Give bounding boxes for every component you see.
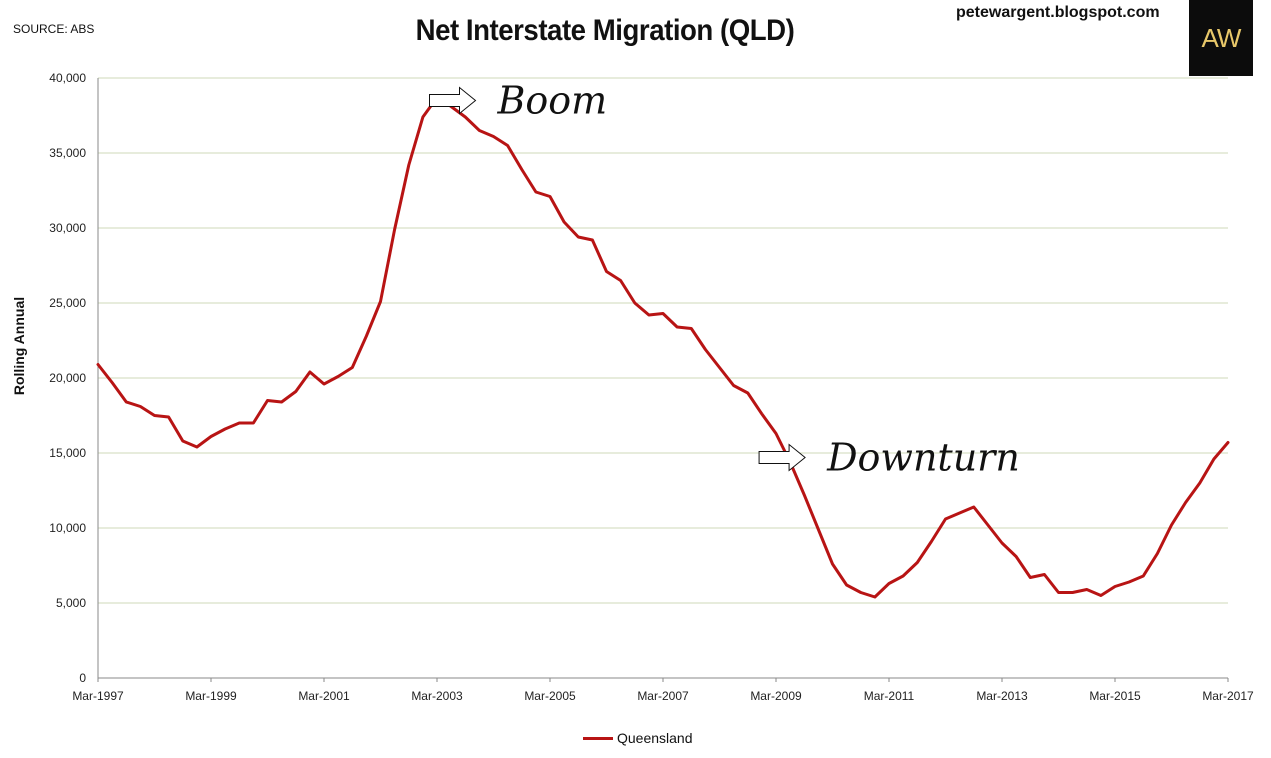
y-tick-label: 0	[79, 671, 86, 685]
x-tick-label: Mar-2007	[637, 689, 689, 703]
x-tick-label: Mar-2017	[1202, 689, 1254, 703]
y-tick-label: 40,000	[49, 71, 86, 85]
y-tick-label: 25,000	[49, 296, 86, 310]
arrow-right-icon	[758, 443, 806, 472]
legend-label: Queensland	[617, 730, 693, 746]
annotation-label: Downturn	[826, 436, 1020, 480]
annotation-boom: Boom	[429, 79, 608, 123]
series-line-queensland	[96, 96, 1230, 599]
y-tick-label: 30,000	[49, 221, 86, 235]
annotations: Boom Downturn	[429, 79, 1020, 480]
y-tick-labels: 0 5,000 10,000 15,000 20,000 25,000 30,000 35,0…	[49, 71, 86, 685]
y-tick-label: 20,000	[49, 371, 86, 385]
annotation-downturn: Downturn	[758, 436, 1020, 480]
arrow-right-icon	[429, 86, 477, 115]
y-tick-label: 10,000	[49, 521, 86, 535]
logo-text: AW	[1201, 22, 1242, 53]
y-tick-label: 35,000	[49, 146, 86, 160]
axes	[97, 78, 1229, 682]
x-tick-label: Mar-1999	[185, 689, 237, 703]
x-tick-labels: Mar-1997 Mar-1999 Mar-2001 Mar-2003 Mar-2005…	[72, 689, 1254, 703]
x-tick-label: Mar-1997	[72, 689, 124, 703]
source-note: SOURCE: ABS	[13, 22, 95, 36]
legend-swatch	[583, 736, 613, 740]
x-tick-label: Mar-2015	[1089, 689, 1141, 703]
x-tick-label: Mar-2009	[750, 689, 802, 703]
x-tick-label: Mar-2005	[524, 689, 576, 703]
chart-title: Net Interstate Migration (QLD)	[415, 14, 795, 47]
y-tick-label: 5,000	[56, 596, 86, 610]
y-tick-label: 15,000	[49, 446, 86, 460]
x-tick-label: Mar-2001	[298, 689, 350, 703]
aw-logo: AW	[1189, 0, 1253, 76]
series-layer	[96, 96, 1230, 599]
x-tick-label: Mar-2011	[864, 689, 915, 703]
x-tick-label: Mar-2003	[411, 689, 463, 703]
annotation-label: Boom	[497, 79, 608, 123]
x-tick-label: Mar-2013	[976, 689, 1028, 703]
legend: Queensland	[583, 730, 693, 746]
blog-url[interactable]: petewargent.blogspot.com	[956, 4, 1160, 21]
gridlines	[98, 77, 1228, 604]
